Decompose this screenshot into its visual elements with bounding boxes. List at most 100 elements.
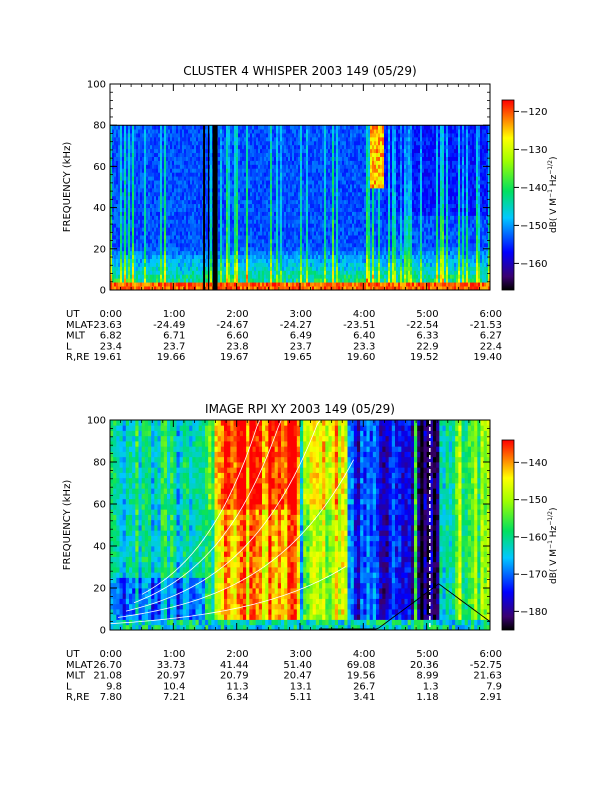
spectrogram-cell <box>322 184 325 189</box>
spectrogram-cell <box>292 250 295 256</box>
spectrogram-cell <box>308 180 311 185</box>
spectrogram-cell <box>132 140 135 146</box>
spectrogram-cell <box>270 238 273 244</box>
spectrogram-cell <box>114 184 117 189</box>
spectrogram-cell <box>178 211 181 216</box>
spectrogram-cell <box>310 168 313 173</box>
spectrogram-cell <box>218 152 221 157</box>
spectrogram-cell <box>118 274 121 279</box>
spectrogram-cell <box>220 140 223 146</box>
spectrogram-cell <box>152 211 155 216</box>
spectrogram-cell <box>142 223 145 228</box>
spectrogram-cell <box>310 140 313 146</box>
spectrogram-cell <box>304 152 307 157</box>
spectrogram-cell <box>308 136 311 142</box>
spectrogram-cell <box>194 176 197 181</box>
spectrogram-cell <box>196 184 199 189</box>
spectrogram-cell <box>282 254 285 260</box>
spectrogram-cell <box>158 211 161 216</box>
spectrogram-cell <box>328 227 331 232</box>
spectrogram-cell <box>210 270 213 275</box>
spectrogram-cell <box>242 164 245 169</box>
spectrogram-cell <box>268 172 271 177</box>
spectrogram-cell <box>132 156 135 161</box>
spectrogram-cell <box>208 176 211 181</box>
spectrogram-cell <box>162 258 165 263</box>
spectrogram-cell <box>344 250 347 256</box>
spectrogram-cell <box>272 254 275 260</box>
spectrogram-cell <box>130 203 133 208</box>
spectrogram-cell <box>282 144 285 150</box>
spectrogram-cell <box>126 258 129 263</box>
spectrogram-cell <box>166 195 169 201</box>
spectrogram-cell <box>218 207 221 212</box>
spectrogram-cell <box>220 152 223 157</box>
spectrogram-cell <box>334 246 337 252</box>
spectrogram-cell <box>338 129 341 134</box>
spectrogram-cell <box>142 164 145 169</box>
spectrogram-cell <box>210 140 213 146</box>
spectrogram-cell <box>238 235 241 240</box>
spectrogram-cell <box>154 215 157 220</box>
spectrogram-cell <box>172 125 175 130</box>
spectrogram-cell <box>160 254 163 260</box>
spectrogram-cell <box>198 156 201 161</box>
spectrogram-cell <box>130 152 133 157</box>
spectrogram-cell <box>302 136 305 142</box>
spectrogram-cell <box>172 172 175 177</box>
spectrogram-cell <box>184 254 187 260</box>
spectrogram-cell <box>232 215 235 220</box>
spectrogram-cell <box>264 235 267 240</box>
spectrogram-cell <box>302 152 305 157</box>
spectrogram-cell <box>302 176 305 181</box>
spectrogram-cell <box>252 258 255 263</box>
spectrogram-cell <box>264 176 267 181</box>
spectrogram-cell <box>236 164 239 169</box>
spectrogram-cell <box>306 125 309 130</box>
spectrogram-cell <box>330 227 333 232</box>
spectrogram-cell <box>294 238 297 244</box>
spectrogram-cell <box>296 129 299 134</box>
spectrogram-cell <box>224 195 227 201</box>
spectrogram-cell <box>194 207 197 212</box>
spectrogram-cell <box>176 152 179 157</box>
spectrogram-cell <box>290 274 293 279</box>
spectrogram-cell <box>124 223 127 228</box>
spectrogram-cell <box>324 207 327 212</box>
spectrogram-cell <box>256 246 259 252</box>
spectrogram-cell <box>228 282 231 287</box>
spectrogram-cell <box>338 176 341 181</box>
spectrogram-cell <box>268 180 271 185</box>
spectrogram-cell <box>250 203 253 208</box>
spectrogram-cell <box>316 242 319 248</box>
spectrogram-cell <box>218 227 221 232</box>
spectrogram-cell <box>130 266 133 271</box>
spectrogram-cell <box>260 231 263 236</box>
spectrogram-cell <box>296 172 299 177</box>
spectrogram-cell <box>242 168 245 173</box>
spectrogram-cell <box>178 176 181 181</box>
spectrogram-cell <box>188 144 191 150</box>
spectrogram-cell <box>236 223 239 228</box>
spectrogram-cell <box>206 211 209 216</box>
spectrogram-cell <box>248 266 251 271</box>
spectrogram-cell <box>238 223 241 228</box>
spectrogram-cell <box>324 129 327 134</box>
spectrogram-cell <box>292 282 295 287</box>
spectrogram-cell <box>284 156 287 161</box>
spectrogram-cell <box>246 238 249 244</box>
spectrogram-cell <box>124 136 127 142</box>
spectrogram-cell <box>310 286 313 291</box>
spectrogram-cell <box>158 152 161 157</box>
spectrogram-cell <box>296 180 299 185</box>
spectrogram-cell <box>304 140 307 146</box>
spectrogram-cell <box>220 270 223 275</box>
spectrogram-cell <box>232 160 235 165</box>
spectrogram-cell <box>196 207 199 212</box>
spectrogram-cell <box>180 176 183 181</box>
spectrogram-cell <box>346 133 349 138</box>
spectrogram-cell <box>328 176 331 181</box>
spectrogram-cell <box>194 211 197 216</box>
spectrogram-cell <box>266 199 269 205</box>
spectrogram-cell <box>284 242 287 248</box>
